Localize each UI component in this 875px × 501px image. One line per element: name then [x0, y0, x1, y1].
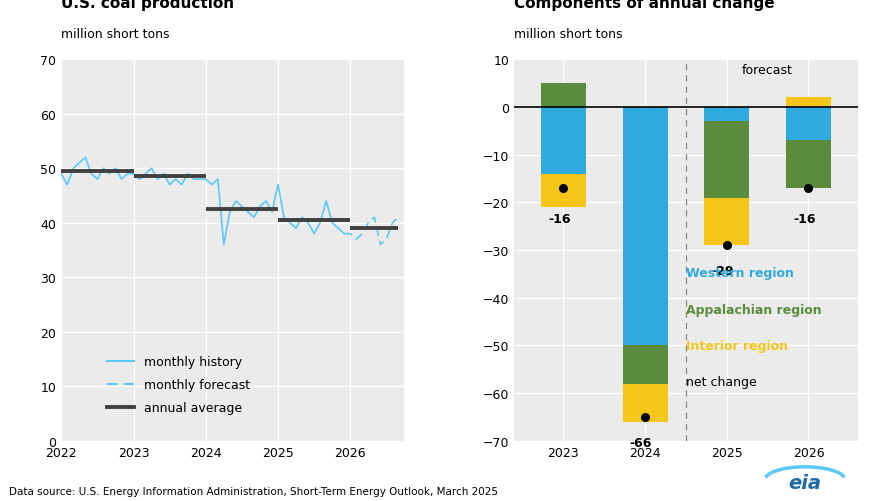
Text: Interior region: Interior region: [686, 339, 788, 352]
Text: million short tons: million short tons: [61, 28, 170, 41]
Bar: [541, 174, 585, 207]
Bar: [786, 108, 831, 141]
Bar: [704, 122, 749, 198]
Bar: [786, 98, 831, 108]
Bar: [786, 141, 831, 188]
Bar: [541, 84, 585, 108]
Bar: [704, 198, 749, 246]
Text: eia: eia: [788, 473, 822, 492]
Text: million short tons: million short tons: [514, 28, 623, 41]
Text: -16: -16: [548, 212, 570, 225]
Bar: [704, 108, 749, 122]
Text: Western region: Western region: [686, 267, 794, 280]
Legend: monthly history, monthly forecast, annual average: monthly history, monthly forecast, annua…: [102, 351, 256, 419]
Text: Appalachian region: Appalachian region: [686, 303, 822, 316]
Text: net change: net change: [686, 375, 757, 388]
Bar: [623, 108, 668, 346]
Bar: [541, 108, 585, 174]
Text: -29: -29: [711, 265, 734, 278]
Text: -66: -66: [630, 436, 652, 449]
Text: -16: -16: [793, 212, 816, 225]
Bar: [623, 384, 668, 422]
Text: forecast: forecast: [742, 64, 793, 77]
Text: Components of annual change: Components of annual change: [514, 0, 775, 11]
Bar: [623, 346, 668, 384]
Text: Data source: U.S. Energy Information Administration, Short-Term Energy Outlook, : Data source: U.S. Energy Information Adm…: [9, 486, 498, 496]
Text: U.S. coal production: U.S. coal production: [61, 0, 234, 11]
